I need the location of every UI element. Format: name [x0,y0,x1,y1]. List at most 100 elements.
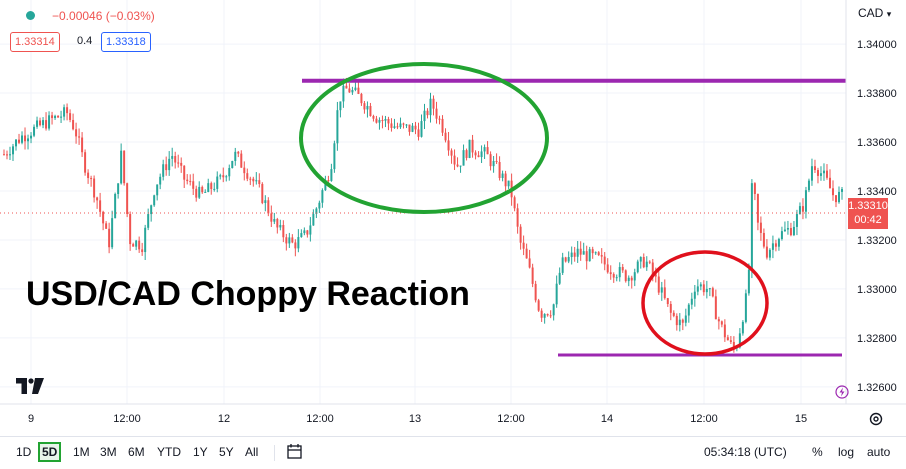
candle-body [162,164,165,177]
candle-body [552,304,555,316]
candle-body [357,87,360,94]
candle-body [321,190,324,203]
candle-body [291,237,294,243]
range-button-1d[interactable]: 1D [16,445,32,459]
candle-body [378,119,381,123]
date-range-calendar-icon[interactable] [286,443,304,464]
log-scale-toggle[interactable]: log [838,445,855,459]
candle-body [639,257,642,262]
lightning-icon[interactable] [835,385,849,399]
auto-scale-toggle[interactable]: auto [867,445,891,459]
candle-body [477,155,480,158]
utc-clock[interactable]: 05:34:18 (UTC) [704,445,787,459]
candle-body [48,115,51,129]
candle-body [495,161,498,163]
candle-body [141,249,144,253]
candle-body [627,277,630,282]
resistance-highlight-ellipse [299,62,549,214]
grid [0,0,846,404]
candle-body [741,321,744,334]
price-chart[interactable]: 1.34000 1.33800 1.33600 1.33400 1.33200 1.330… [0,0,906,436]
candle-body [102,211,105,224]
candle-body [6,154,9,156]
candle-body [648,261,651,263]
candle-body [789,228,792,236]
candle-body [267,200,270,214]
candle-body [153,195,156,206]
currency-selector[interactable]: CAD ▾ [858,6,891,20]
tradingview-logo-icon[interactable] [16,378,46,399]
candle-body [738,333,741,348]
candle-body [99,200,102,212]
percent-scale-toggle[interactable]: % [812,445,823,459]
candle-body [36,120,39,127]
range-button-all[interactable]: All [245,445,259,459]
candle-body [12,146,15,155]
candle-body [456,164,459,167]
candle-body [507,180,510,187]
candle-body [231,160,234,169]
x-tick-label: 12:00 [497,413,525,425]
candle-body [336,110,339,144]
candle-body [798,206,801,215]
candle-body [282,224,285,238]
candles [3,77,843,353]
candle-body [390,123,393,128]
bid-price-button[interactable]: 1.33314 [10,32,60,52]
candle-body [114,193,117,219]
range-button-6m[interactable]: 6M [128,445,145,459]
candle-body [504,173,507,187]
candle-body [519,226,522,243]
ask-price-button[interactable]: 1.33318 [101,32,151,52]
candle-body [819,173,822,176]
range-button-1y[interactable]: 1Y [193,445,208,459]
candle-body [363,103,366,110]
candle-body [825,170,828,178]
candle-body [489,154,492,167]
candle-body [603,256,606,265]
candle-body [186,179,189,182]
candle-body [474,152,477,156]
candle-body [732,341,735,349]
candle-body [405,124,408,126]
range-button-3m[interactable]: 3M [100,445,117,459]
candle-body [792,226,795,236]
y-tick-label: 1.33200 [857,235,897,247]
settings-gear-icon[interactable] [868,411,884,427]
bar-countdown: 00:42 [854,214,882,226]
y-tick-label: 1.33800 [857,88,897,100]
range-button-ytd[interactable]: YTD [157,445,181,459]
candle-body [333,143,336,170]
candle-body [837,191,840,203]
candle-body [459,165,462,167]
candle-body [726,337,729,341]
candle-body [249,178,252,180]
candle-body [576,248,579,257]
range-button-5y[interactable]: 5Y [219,445,234,459]
candle-body [429,98,432,116]
candle-body [324,180,327,191]
candle-body [423,110,426,122]
candle-body [396,126,399,128]
candle-body [288,237,291,244]
candle-body [57,115,60,118]
candle-body [708,288,711,290]
candle-body [165,164,168,171]
candle-body [183,165,186,180]
candle-body [471,139,474,153]
candle-body [126,183,129,215]
candle-body [516,208,519,227]
candle-body [822,170,825,174]
range-button-5d[interactable]: 5D [38,442,62,462]
candle-body [252,178,255,182]
candle-body [717,319,720,322]
candle-body [420,121,423,137]
range-button-1m[interactable]: 1M [73,445,90,459]
candle-body [681,319,684,323]
candle-body [480,151,483,158]
candle-body [582,251,585,255]
candle-body [96,197,99,201]
candle-body [270,213,273,222]
candle-body [204,191,207,193]
candle-body [642,257,645,268]
